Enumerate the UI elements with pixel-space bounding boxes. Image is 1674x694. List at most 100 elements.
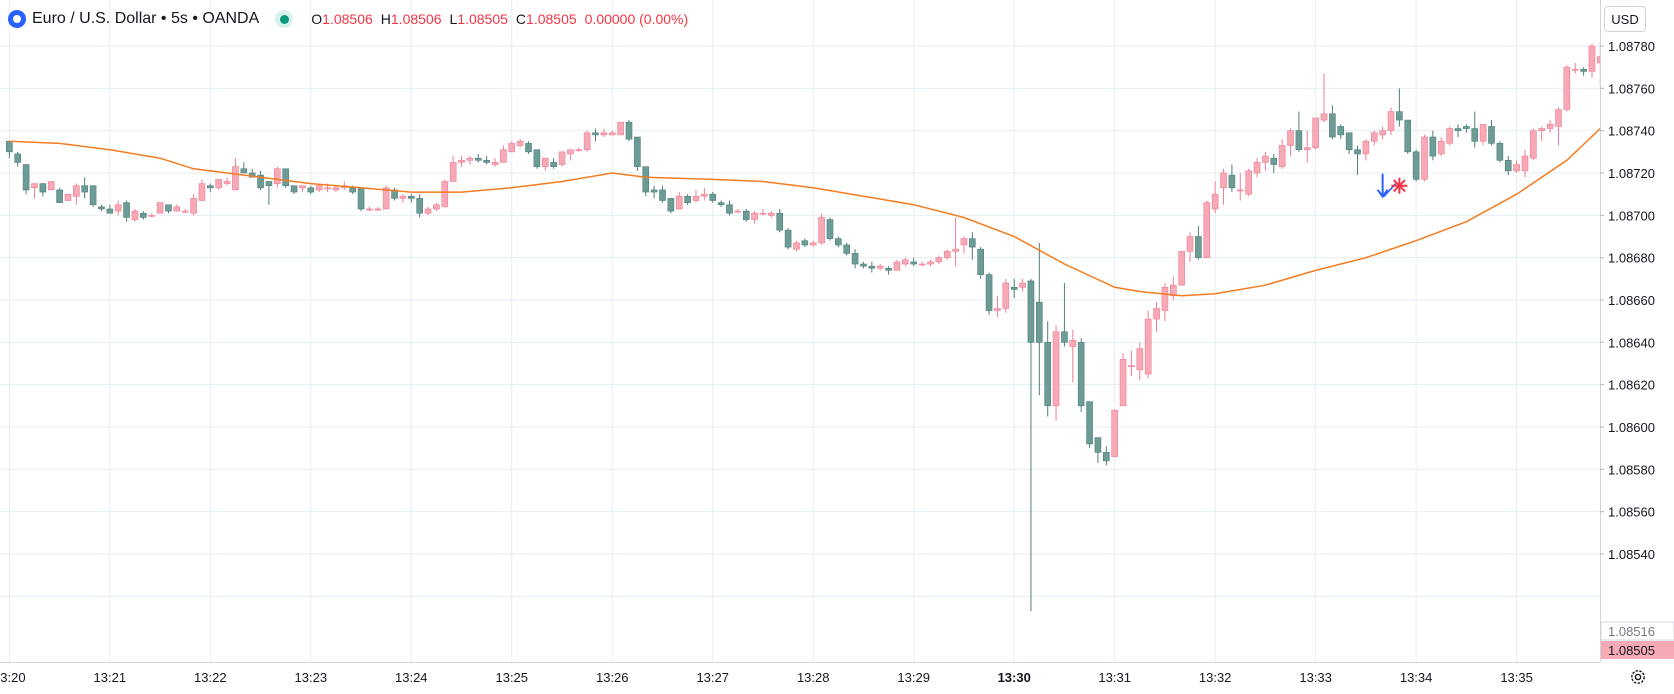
candle[interactable] xyxy=(39,183,47,197)
symbol-title[interactable]: Euro / U.S. Dollar • 5s • OANDA xyxy=(32,10,260,27)
candle[interactable] xyxy=(1228,164,1236,193)
candle[interactable] xyxy=(198,179,206,201)
candle[interactable] xyxy=(533,149,541,169)
candle[interactable] xyxy=(399,194,407,203)
candle[interactable] xyxy=(516,139,524,148)
candle[interactable] xyxy=(1412,149,1420,182)
candle[interactable] xyxy=(466,156,474,165)
candle[interactable] xyxy=(617,121,624,136)
candle[interactable] xyxy=(274,166,281,188)
time-axis[interactable] xyxy=(0,662,1600,694)
candle[interactable] xyxy=(449,156,457,182)
candle[interactable] xyxy=(684,194,691,205)
candle[interactable] xyxy=(1513,160,1520,173)
candle[interactable] xyxy=(692,189,700,203)
candle[interactable] xyxy=(1220,168,1227,205)
candle[interactable] xyxy=(1421,134,1428,182)
candle[interactable] xyxy=(1161,283,1169,322)
candle[interactable] xyxy=(784,228,792,250)
candle[interactable] xyxy=(1303,130,1311,163)
candle[interactable] xyxy=(424,206,432,216)
candle[interactable] xyxy=(793,240,800,252)
candle[interactable] xyxy=(634,136,641,171)
candle[interactable] xyxy=(1186,232,1194,262)
candle[interactable] xyxy=(1103,446,1110,466)
candle[interactable] xyxy=(1128,350,1135,377)
candle[interactable] xyxy=(332,185,340,193)
candle[interactable] xyxy=(6,140,13,159)
candle[interactable] xyxy=(776,208,784,233)
candle[interactable] xyxy=(625,120,633,142)
candle[interactable] xyxy=(1471,111,1479,148)
candle[interactable] xyxy=(860,261,867,269)
candle[interactable] xyxy=(600,128,608,138)
candle[interactable] xyxy=(550,158,557,169)
candle[interactable] xyxy=(56,187,63,203)
candle[interactable] xyxy=(1094,437,1102,463)
candle[interactable] xyxy=(240,162,248,174)
candle[interactable] xyxy=(500,145,507,163)
candle[interactable] xyxy=(1236,173,1244,201)
candle[interactable] xyxy=(1270,153,1278,173)
candle[interactable] xyxy=(282,168,289,188)
candle[interactable] xyxy=(1379,126,1386,140)
candle[interactable] xyxy=(265,181,273,205)
candle[interactable] xyxy=(165,204,172,214)
candle[interactable] xyxy=(918,261,926,267)
candle[interactable] xyxy=(89,185,97,207)
candle[interactable] xyxy=(1136,342,1144,381)
candle[interactable] xyxy=(960,236,968,254)
candle[interactable] xyxy=(969,232,976,260)
candle[interactable] xyxy=(190,194,197,216)
candle[interactable] xyxy=(592,128,599,142)
candle[interactable] xyxy=(173,204,181,212)
candle[interactable] xyxy=(22,164,30,195)
candle[interactable] xyxy=(1044,321,1051,417)
candle[interactable] xyxy=(299,185,306,193)
candle[interactable] xyxy=(1245,168,1252,197)
candle[interactable] xyxy=(1546,120,1554,133)
candle[interactable] xyxy=(826,217,834,241)
candle[interactable] xyxy=(391,187,398,201)
candle[interactable] xyxy=(843,242,851,256)
candle[interactable] xyxy=(1019,278,1026,292)
candle[interactable] xyxy=(759,208,767,216)
candle[interactable] xyxy=(650,185,658,199)
price-chart[interactable] xyxy=(0,0,1600,662)
candle[interactable] xyxy=(290,185,298,195)
candle[interactable] xyxy=(1119,352,1127,407)
candle[interactable] xyxy=(407,194,415,203)
candle[interactable] xyxy=(1027,278,1035,612)
candle[interactable] xyxy=(98,204,105,212)
candle[interactable] xyxy=(575,147,583,152)
candle[interactable] xyxy=(416,194,423,218)
candle[interactable] xyxy=(525,141,532,154)
candle[interactable] xyxy=(1345,132,1353,154)
candle[interactable] xyxy=(1036,242,1043,396)
candle[interactable] xyxy=(1086,401,1093,449)
candle[interactable] xyxy=(1069,329,1077,383)
candle[interactable] xyxy=(1320,73,1328,123)
candle[interactable] xyxy=(1278,139,1286,169)
candle[interactable] xyxy=(902,257,909,267)
candle[interactable] xyxy=(1496,141,1504,163)
candle[interactable] xyxy=(458,156,465,167)
candle[interactable] xyxy=(156,202,164,214)
candle[interactable] xyxy=(215,179,222,190)
candle[interactable] xyxy=(31,183,38,199)
candle[interactable] xyxy=(1295,111,1303,152)
candle[interactable] xyxy=(1052,325,1060,421)
candle[interactable] xyxy=(1077,338,1085,413)
candle[interactable] xyxy=(207,183,214,193)
candle[interactable] xyxy=(835,236,842,248)
candle[interactable] xyxy=(1337,124,1345,140)
candle[interactable] xyxy=(567,149,574,161)
candle[interactable] xyxy=(1446,126,1453,146)
candle[interactable] xyxy=(734,208,742,214)
candle[interactable] xyxy=(952,217,959,267)
candle[interactable] xyxy=(1329,105,1336,140)
candle[interactable] xyxy=(1262,151,1269,171)
candle[interactable] xyxy=(1211,181,1219,214)
candle[interactable] xyxy=(1588,43,1596,78)
candle[interactable] xyxy=(140,211,147,220)
